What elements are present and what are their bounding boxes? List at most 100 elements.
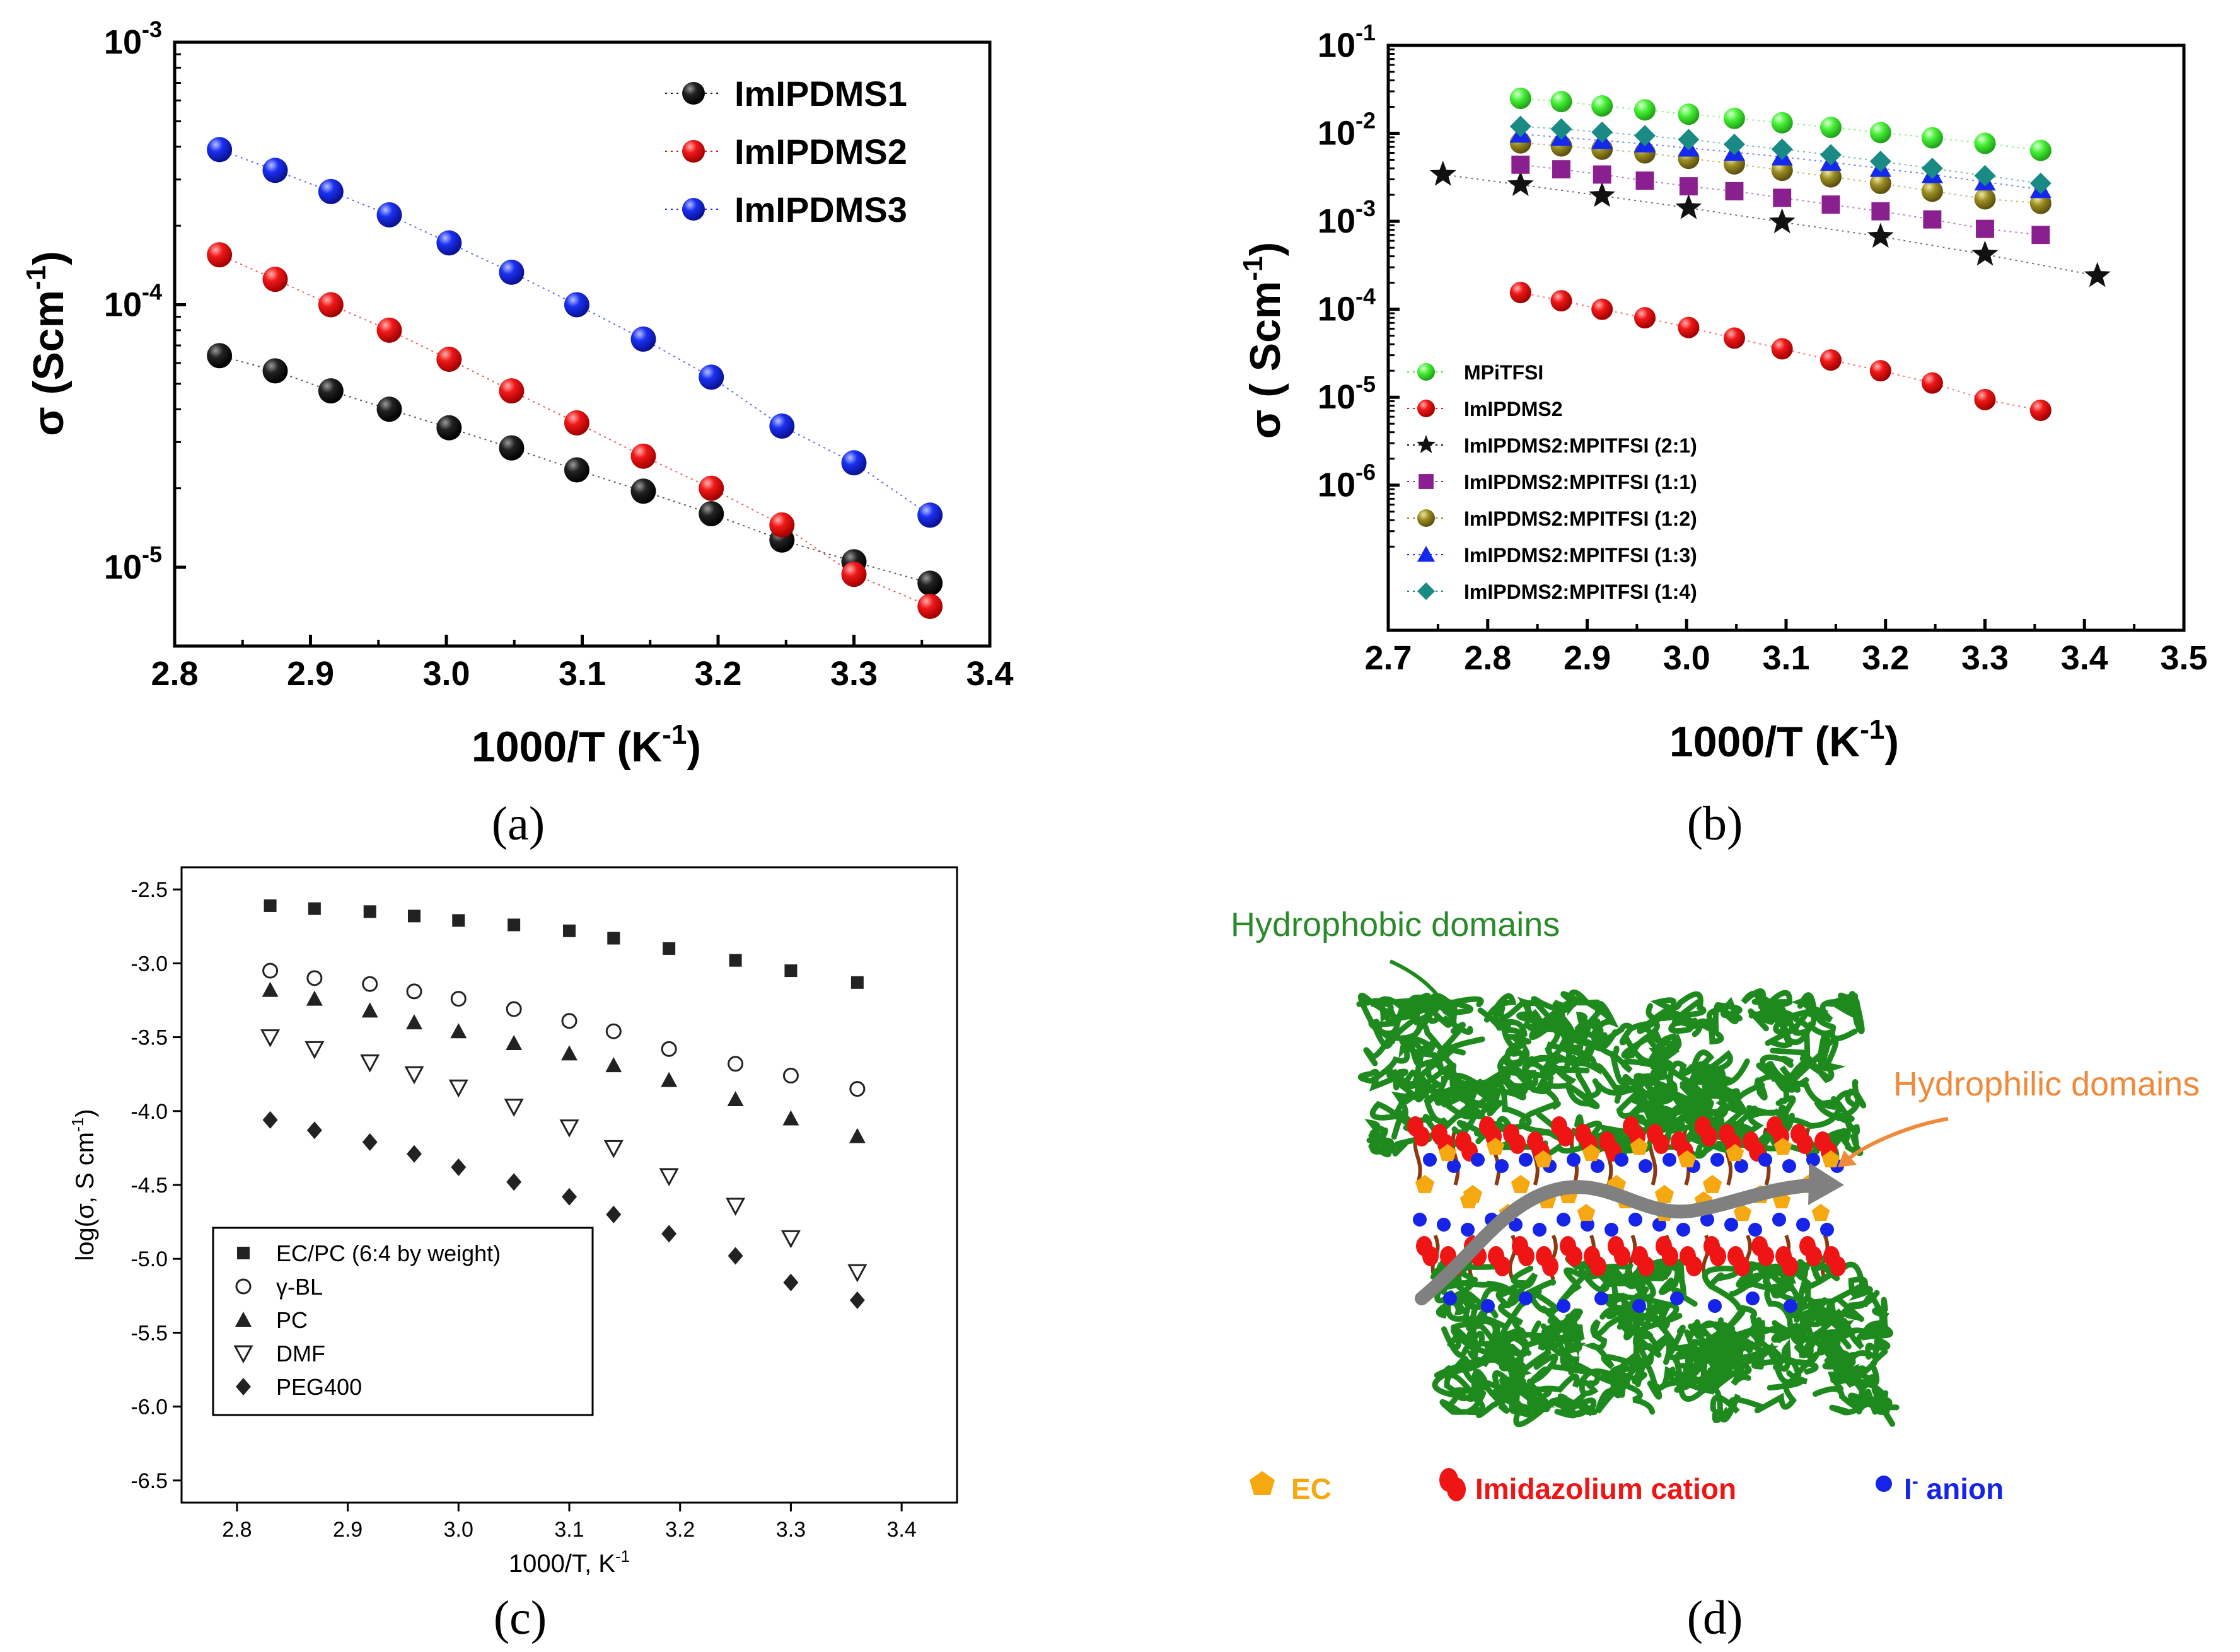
panel-c-point — [782, 1110, 799, 1126]
panel-b-legend-label: ImIPDMS2:MPITFSI (1:2) — [1464, 507, 1697, 530]
panel-c-x-tick-label: 2.9 — [333, 1518, 363, 1542]
iodide-anion — [1724, 1218, 1738, 1232]
panel-c-point — [563, 924, 576, 937]
panel-c-legend: EC/PC (6:4 by weight) γ-BL PC DMF PEG400 — [212, 1227, 594, 1416]
panel-b-series-line — [1442, 173, 2098, 277]
panel-c-point — [849, 1291, 865, 1309]
panel-b-point — [1921, 127, 1943, 149]
panel-b-x-tick-label: 3.1 — [1762, 639, 1809, 677]
tick-exponent: -4 — [1355, 284, 1376, 309]
polymer-strand — [1816, 1032, 1846, 1083]
polymer-strand — [1710, 1370, 1808, 1414]
panel-a-point-ImIPDMS2 — [917, 593, 943, 619]
panel-a-x-tick-label: 3.2 — [694, 655, 741, 693]
panel-c-point — [260, 1029, 281, 1048]
ec-molecule — [1773, 1138, 1792, 1155]
panel-a-point-ImIPDMS1 — [564, 457, 589, 483]
polymer-strand — [1398, 1036, 1438, 1067]
panel-b-legend-marker — [1419, 474, 1434, 489]
hydrophobic-domains-label: Hydrophobic domains — [1231, 906, 1560, 944]
panel-b-point — [1723, 327, 1745, 349]
panel-c-legend-marker — [236, 1378, 251, 1395]
panel-b-legend-marker — [1417, 509, 1435, 527]
imidazolium-cation — [1509, 1134, 1526, 1154]
polymer-strand — [1621, 1003, 1676, 1059]
panel-b-plot-frame — [1386, 43, 2186, 632]
panel-b-point — [1771, 338, 1793, 360]
polymer-strand — [1356, 996, 1430, 1028]
panel-b-point — [2031, 226, 2050, 245]
panel-b-point — [1550, 290, 1572, 312]
ec-molecule — [1811, 1204, 1830, 1222]
panel-a-point-ImIPDMS1 — [207, 343, 233, 369]
legend-anion-label: I- anion — [1904, 1471, 2004, 1505]
panel-b-point — [1429, 160, 1456, 186]
panel-a-point-ImIPDMS1 — [630, 478, 656, 504]
panel-a-legend-label: ImIPDMS3 — [734, 190, 907, 229]
polymer-strand — [1675, 1363, 1741, 1424]
polymer-strand — [1830, 1348, 1888, 1388]
iodide-anion — [1708, 1299, 1722, 1313]
panel-c-legend-label: PEG400 — [276, 1374, 362, 1400]
panel-a-legend: ImIPDMS1 ImIPDMS2 ImIPDMS3 — [665, 74, 907, 229]
polymer-strand — [1595, 1082, 1669, 1119]
panel-c-point — [506, 1034, 523, 1050]
imidazolium-cation — [1413, 1126, 1430, 1147]
panel-c-point — [850, 976, 864, 989]
panel-c-x-tick-label: 2.8 — [222, 1518, 252, 1542]
iodide-anion — [1734, 1159, 1748, 1173]
panel-c-x-axis-title: 1000/T, K-1 — [509, 1547, 630, 1578]
panel-b-point — [2029, 399, 2051, 421]
panel-b-point — [1819, 349, 1842, 371]
imidazolium-cation — [1494, 1256, 1511, 1276]
panel-b-x-tick-label: 3.3 — [1961, 639, 2009, 677]
panel-c-legend-marker — [237, 1247, 250, 1259]
polymer-strand — [1573, 1001, 1619, 1052]
polymer-strand — [1805, 992, 1860, 1023]
imidazolium-cation — [1758, 1246, 1774, 1266]
ec-molecule — [1726, 1144, 1744, 1162]
polymer-strand — [1668, 1345, 1779, 1395]
panel-b-point — [1634, 99, 1656, 121]
polymer-strand — [1451, 1081, 1501, 1135]
panel-a-x-tick-label: 3.4 — [966, 655, 1013, 693]
panel-b-point — [1723, 107, 1745, 129]
panel-b-x-tick-label: 3.5 — [2160, 639, 2207, 677]
panel-a-point-ImIPDMS3 — [499, 259, 525, 285]
imidazolium-cation — [1797, 1134, 1813, 1154]
panel-b-point — [1819, 117, 1842, 139]
imidazolium-cation — [1614, 1246, 1630, 1266]
panel-b-point — [1921, 372, 1943, 394]
iodide-anion — [1481, 1299, 1495, 1313]
iodide-anion — [1471, 1153, 1485, 1167]
polymer-strand — [1687, 1339, 1721, 1388]
panel-a-x-tick-label: 2.8 — [151, 655, 198, 693]
panel-b-legend-label: ImIPDMS2:MPITFSI (1:3) — [1464, 544, 1697, 567]
panel-a-point-ImIPDMS3 — [769, 413, 795, 439]
polymer-strand — [1407, 1023, 1485, 1066]
panel-c-point — [305, 1041, 325, 1060]
anion-dot-icon — [1876, 1476, 1892, 1492]
panel-b-legend-label: ImIPDMS2:MPITFSI (2:1) — [1464, 434, 1697, 457]
panel-a-point-ImIPDMS3 — [564, 292, 589, 318]
panel-a-point-ImIPDMS1 — [262, 358, 288, 384]
panel-b-point — [1974, 132, 1996, 154]
hydrophilic-pointer-arrowhead — [1838, 1150, 1857, 1167]
panel-b-y-tick-label: 10-4 — [1318, 284, 1376, 328]
tick-base: 10 — [1318, 378, 1355, 416]
panel-b-point — [1509, 282, 1531, 304]
panel-b-legend-marker — [1417, 400, 1435, 417]
iodide-anion — [1413, 1213, 1427, 1227]
iodide-anion — [1461, 1223, 1475, 1237]
panel-b-y-axis-title: σ ( Scm-1) — [1238, 242, 1289, 439]
polymer-strand — [1748, 990, 1793, 1032]
panel-c-point — [451, 1158, 467, 1176]
panel-c-point — [262, 1111, 278, 1129]
panel-c-point — [849, 1081, 866, 1097]
tick-exponent: -2 — [1355, 108, 1376, 134]
panel-b-point — [1819, 144, 1842, 166]
panel-b-point — [1971, 240, 1999, 266]
panel-a-point-ImIPDMS2 — [207, 242, 233, 268]
iodide-anion — [1533, 1223, 1547, 1237]
tick-exponent: -6 — [1355, 459, 1376, 485]
